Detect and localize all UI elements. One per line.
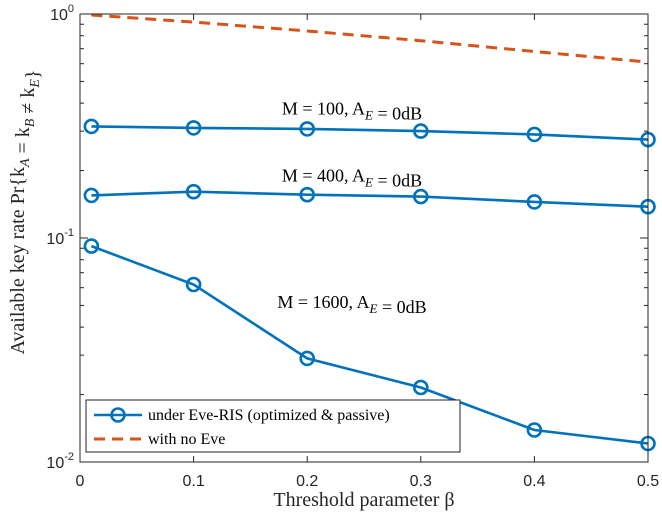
x-tick-label: 0.4 — [523, 473, 545, 490]
series-line-0 — [91, 13, 649, 64]
data-point — [83, 238, 100, 254]
data-point — [83, 187, 100, 204]
series-layer — [83, 13, 656, 452]
data-point — [185, 120, 202, 136]
x-tick-label: 0.3 — [410, 473, 432, 490]
legend-label: with no Eve — [148, 431, 225, 448]
annotation-m1600: M = 1600, AE = 0dB — [277, 292, 426, 317]
data-point — [526, 194, 543, 210]
legend-label: under Eve-RIS (optimized & passive) — [148, 407, 390, 424]
series-line-2 — [91, 190, 649, 208]
data-point — [412, 379, 429, 396]
y-tick-label: 10-1 — [46, 227, 74, 248]
data-point — [299, 350, 316, 367]
legend-item-0: under Eve-RIS (optimized & passive) — [94, 407, 390, 424]
plot-background — [80, 14, 648, 462]
legend-marker — [110, 407, 126, 423]
series-0 — [91, 13, 649, 64]
series-1 — [83, 118, 656, 148]
series-2 — [83, 183, 656, 215]
x-tick-label: 0.2 — [296, 473, 318, 490]
x-tick-label: 0.5 — [637, 473, 659, 490]
series-line-1 — [91, 125, 649, 141]
annotation-m400: M = 400, AE = 0dB — [282, 166, 422, 191]
data-point — [299, 121, 316, 137]
axes-layer: 0 0.1 0.2 0.3 0.4 0.5 10-2 10-1 100 — [46, 3, 659, 490]
x-tick-label: 0 — [76, 473, 85, 490]
series-line-3 — [90, 244, 649, 445]
y-tick-label: 100 — [50, 3, 74, 24]
data-point — [412, 188, 429, 205]
y-tick-label: 10-2 — [46, 451, 74, 472]
x-tick-label: 0.1 — [182, 473, 204, 490]
plot-area — [80, 14, 648, 462]
annotation-text: M = 400, AE = 0dB — [282, 166, 422, 191]
legend-box — [85, 399, 461, 453]
legend-item-1: with no Eve — [94, 431, 225, 448]
data-point — [526, 422, 543, 438]
annotation-m100: M = 100, AE = 0dB — [282, 98, 422, 123]
data-point — [299, 186, 316, 203]
y-axis-label: Available key rate Pr{kA = kB ≠ kE} — [7, 69, 44, 354]
legend: under Eve-RIS (optimized & passive) with … — [85, 399, 461, 453]
data-point — [185, 183, 202, 200]
data-point — [412, 123, 429, 139]
annotation-text: M = 100, AE = 0dB — [282, 98, 422, 123]
data-point — [185, 276, 202, 293]
x-axis-label: Threshold parameter β — [273, 489, 454, 511]
data-point — [83, 118, 100, 135]
data-point — [526, 126, 543, 143]
annotation-text: M = 1600, AE = 0dB — [277, 292, 426, 317]
